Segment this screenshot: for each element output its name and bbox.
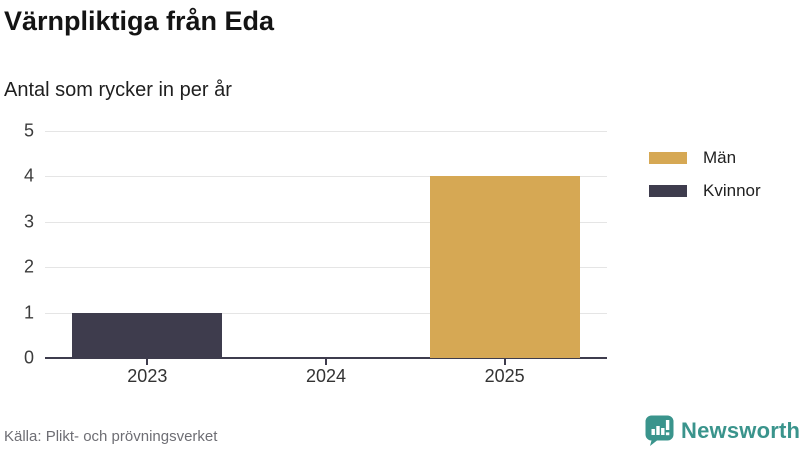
chart-title: Värnpliktiga från Eda	[4, 6, 275, 36]
gridline-y4	[45, 176, 607, 178]
gridline-y2	[45, 267, 607, 269]
y-tick-label-4: 4	[23, 165, 34, 186]
legend-swatch-men	[649, 152, 687, 164]
newsworthy-logo[interactable]: Newsworthy	[645, 415, 800, 446]
y-tick-label-5: 5	[23, 120, 34, 141]
y-tick-label-1: 1	[23, 302, 34, 323]
legend-label-women: Kvinnor	[703, 181, 761, 200]
newsworthy-wordmark: Newsworthy	[681, 417, 800, 443]
y-tick-label-2: 2	[23, 256, 34, 277]
x-tick-mark-2024	[325, 359, 327, 365]
x-tick-mark-2025	[503, 359, 506, 365]
x-tick-label-2023: 2023	[127, 366, 168, 386]
x-tick-mark-2023	[146, 359, 149, 365]
legend-item-men: Män	[649, 148, 761, 168]
plot-area	[45, 131, 607, 359]
source-note: Källa: Plikt- och prövningsverket	[4, 428, 218, 445]
bar-2025-män	[429, 176, 580, 358]
gridline-y3	[45, 221, 607, 223]
legend-swatch-women	[649, 185, 687, 197]
legend-item-women: Kvinnor	[649, 181, 761, 201]
legend: Män Kvinnor	[649, 148, 761, 214]
gridline-y5	[45, 131, 607, 132]
gridline-y1	[45, 312, 607, 314]
x-axis-line	[45, 357, 607, 359]
y-tick-label-3: 3	[23, 211, 34, 232]
bar-2023-kvinnor	[72, 312, 223, 358]
chart-subtitle: Antal som rycker in per år	[4, 79, 232, 101]
y-tick-label-0: 0	[23, 347, 34, 368]
newsworthy-icon	[645, 415, 674, 446]
legend-label-men: Män	[703, 148, 737, 167]
x-tick-label-2024: 2024	[305, 366, 347, 386]
x-tick-label-2025: 2025	[484, 366, 525, 386]
